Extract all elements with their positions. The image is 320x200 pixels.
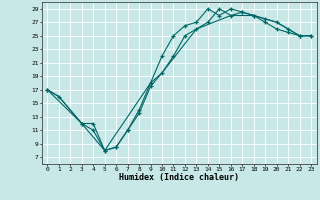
X-axis label: Humidex (Indice chaleur): Humidex (Indice chaleur) <box>119 173 239 182</box>
